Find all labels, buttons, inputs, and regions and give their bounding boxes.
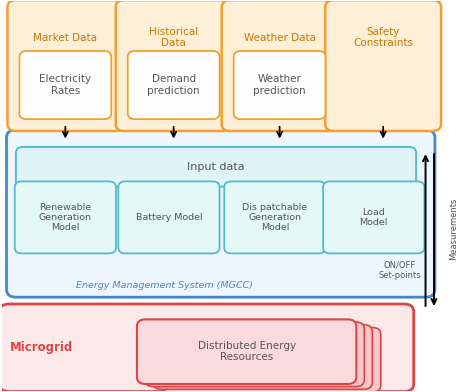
Text: Load
Model: Load Model bbox=[360, 208, 388, 227]
FancyBboxPatch shape bbox=[128, 51, 219, 119]
FancyBboxPatch shape bbox=[118, 181, 219, 253]
Text: Microgrid: Microgrid bbox=[10, 341, 73, 354]
FancyBboxPatch shape bbox=[16, 147, 416, 187]
Text: Distributed Energy
Resources: Distributed Energy Resources bbox=[198, 341, 296, 363]
Text: ON/OFF
Set-points: ON/OFF Set-points bbox=[378, 260, 421, 279]
FancyBboxPatch shape bbox=[153, 325, 372, 389]
FancyBboxPatch shape bbox=[234, 51, 326, 119]
Text: Energy Management System (MGCC): Energy Management System (MGCC) bbox=[76, 281, 253, 290]
FancyBboxPatch shape bbox=[0, 304, 414, 392]
Text: Renewable
Generation
Model: Renewable Generation Model bbox=[39, 203, 92, 232]
Text: Historical
Data: Historical Data bbox=[149, 27, 198, 48]
FancyBboxPatch shape bbox=[224, 181, 326, 253]
FancyBboxPatch shape bbox=[222, 0, 337, 131]
Text: Weather
prediction: Weather prediction bbox=[253, 74, 306, 96]
FancyBboxPatch shape bbox=[116, 0, 232, 131]
FancyBboxPatch shape bbox=[325, 0, 441, 131]
FancyBboxPatch shape bbox=[137, 319, 356, 384]
FancyBboxPatch shape bbox=[8, 0, 123, 131]
FancyBboxPatch shape bbox=[19, 51, 111, 119]
Text: Demand
prediction: Demand prediction bbox=[147, 74, 200, 96]
FancyBboxPatch shape bbox=[323, 181, 424, 253]
Text: Measurements: Measurements bbox=[449, 198, 458, 260]
FancyBboxPatch shape bbox=[145, 322, 365, 387]
Text: Dis patchable
Generation
Model: Dis patchable Generation Model bbox=[242, 203, 308, 232]
Text: Electricity
Rates: Electricity Rates bbox=[39, 74, 91, 96]
Text: Input data: Input data bbox=[187, 162, 245, 172]
Text: Safety
Constraints: Safety Constraints bbox=[353, 27, 413, 48]
Text: Weather Data: Weather Data bbox=[244, 33, 316, 43]
Text: Market Data: Market Data bbox=[33, 33, 97, 43]
FancyBboxPatch shape bbox=[162, 327, 381, 392]
FancyBboxPatch shape bbox=[7, 130, 435, 297]
Text: Battery Model: Battery Model bbox=[136, 213, 202, 222]
FancyBboxPatch shape bbox=[15, 181, 116, 253]
